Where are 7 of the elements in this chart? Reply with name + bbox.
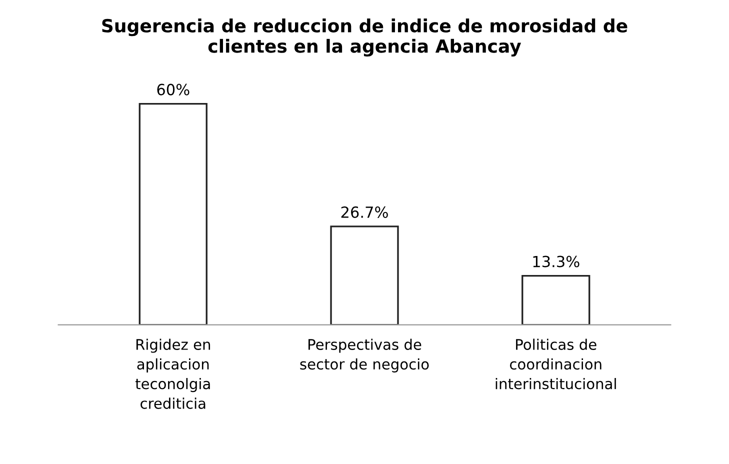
data-label: 26.7% xyxy=(341,206,388,218)
chart-title: Sugerencia de reduccion de indice de morosidad de clientes en la agencia Abancay xyxy=(102,18,628,57)
x-tick-label: Politicas de coordinacion interinstitucional xyxy=(496,338,616,390)
data-label: 13.3% xyxy=(533,256,580,268)
x-tick-label: Perspectivas de sector de negocio xyxy=(300,338,429,372)
data-label: 60% xyxy=(157,84,190,96)
x-tick-label: Rigidez en aplicacion teconolgia crediticia xyxy=(135,338,210,409)
